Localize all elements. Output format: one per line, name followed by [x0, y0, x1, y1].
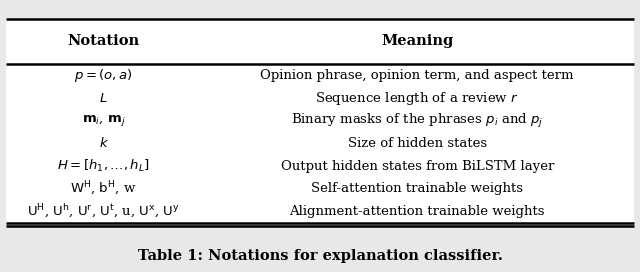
Text: $k$: $k$ — [99, 137, 109, 150]
Text: Table 1: Notations for explanation classifier.: Table 1: Notations for explanation class… — [138, 249, 502, 263]
Text: $\mathrm{U}^\mathrm{H}$, $\mathrm{U}^\mathrm{h}$, $\mathrm{U}^\mathrm{r}$, $\mat: $\mathrm{U}^\mathrm{H}$, $\mathrm{U}^\ma… — [28, 203, 180, 220]
Text: Sequence length of a review $r$: Sequence length of a review $r$ — [316, 89, 519, 107]
Text: Meaning: Meaning — [381, 35, 453, 48]
Text: $\mathrm{W}^\mathrm{H}$, $\mathrm{b}^\mathrm{H}$, w: $\mathrm{W}^\mathrm{H}$, $\mathrm{b}^\ma… — [70, 180, 137, 198]
Text: $H = [h_1, \ldots, h_L]$: $H = [h_1, \ldots, h_L]$ — [57, 158, 150, 174]
Text: Opinion phrase, opinion term, and aspect term: Opinion phrase, opinion term, and aspect… — [260, 69, 574, 82]
Text: Binary masks of the phrases $p_i$ and $p_j$: Binary masks of the phrases $p_i$ and $p… — [291, 112, 543, 130]
Text: Alignment-attention trainable weights: Alignment-attention trainable weights — [289, 205, 545, 218]
Text: $p = (o, a)$: $p = (o, a)$ — [74, 67, 133, 84]
Text: Output hidden states from BiLSTM layer: Output hidden states from BiLSTM layer — [280, 160, 554, 173]
Text: Notation: Notation — [68, 35, 140, 48]
Text: Self-attention trainable weights: Self-attention trainable weights — [311, 183, 524, 196]
Text: $\mathbf{m}_i$, $\mathbf{m}_j$: $\mathbf{m}_i$, $\mathbf{m}_j$ — [82, 113, 125, 128]
Text: Size of hidden states: Size of hidden states — [348, 137, 487, 150]
Text: $L$: $L$ — [99, 91, 108, 104]
